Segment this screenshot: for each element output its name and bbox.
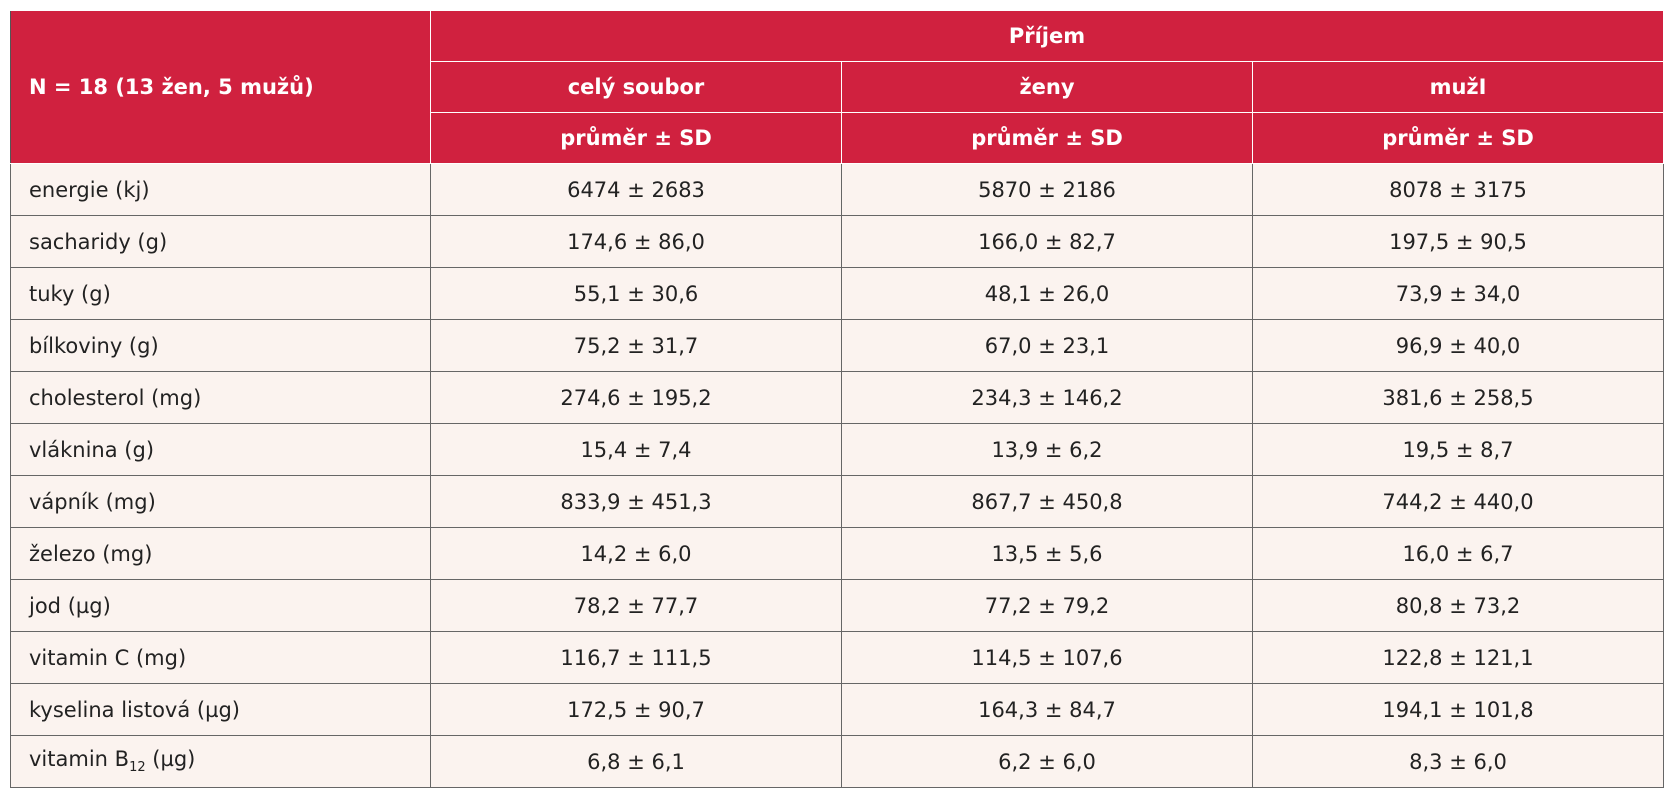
nutrition-table: N = 18 (13 žen, 5 mužů) Příjem celý soub… — [10, 10, 1664, 788]
header-row: průměr ± SD průměr ± SD průměr ± SD — [11, 112, 1664, 164]
label-text: vláknina (g) — [29, 437, 155, 462]
value-cell: 172,5 ± 90,7 — [430, 683, 842, 736]
label-text: vápník (mg) — [29, 489, 156, 514]
value-cell: 8078 ± 3175 — [1252, 163, 1664, 216]
value-cell: 13,5 ± 5,6 — [841, 527, 1253, 580]
table-row: vitamin C (mg) 116,7 ± 111,5 114,5 ± 107,6… — [10, 631, 1664, 684]
table-row: železo (mg) 14,2 ± 6,0 13,5 ± 5,6 16,0 ± 6,… — [10, 527, 1664, 580]
table-row: vápník (mg) 833,9 ± 451,3 867,7 ± 450,8 744… — [10, 475, 1664, 528]
table-body: energie (kj) 6474 ± 2683 5870 ± 2186 8078 ±… — [10, 163, 1664, 788]
row-label: kyselina listová (µg) — [10, 683, 431, 736]
label-text: vitamin C (mg) — [29, 645, 187, 670]
row-label: jod (µg) — [10, 579, 431, 632]
header-row: celý soubor ženy mužI — [11, 61, 1664, 113]
value-cell: 166,0 ± 82,7 — [841, 215, 1253, 268]
value-cell: 5870 ± 2186 — [841, 163, 1253, 216]
corner-header: N = 18 (13 žen, 5 mužů) — [10, 10, 431, 164]
row-label: cholesterol (mg) — [10, 371, 431, 424]
row-label: vláknina (g) — [10, 423, 431, 476]
value-cell: 114,5 ± 107,6 — [841, 631, 1253, 684]
value-cell: 122,8 ± 121,1 — [1252, 631, 1664, 684]
table-row: vláknina (g) 15,4 ± 7,4 13,9 ± 6,2 19,5 ± 8… — [10, 423, 1664, 476]
row-label: vitamin C (mg) — [10, 631, 431, 684]
column-header: ženy — [841, 61, 1253, 113]
subscript: 12 — [129, 760, 146, 776]
row-label: tuky (g) — [10, 267, 431, 320]
table-row: cholesterol (mg) 274,6 ± 195,2 234,3 ± 146… — [10, 371, 1664, 424]
value-cell: 15,4 ± 7,4 — [430, 423, 842, 476]
value-cell: 234,3 ± 146,2 — [841, 371, 1253, 424]
value-cell: 174,6 ± 86,0 — [430, 215, 842, 268]
label-text: železo (mg) — [29, 541, 153, 566]
value-cell: 48,1 ± 26,0 — [841, 267, 1253, 320]
row-label: železo (mg) — [10, 527, 431, 580]
value-cell: 116,7 ± 111,5 — [430, 631, 842, 684]
sub-header: průměr ± SD — [430, 112, 842, 164]
value-cell: 75,2 ± 31,7 — [430, 319, 842, 372]
label-text: vitamin B — [29, 747, 130, 772]
row-label: vitamin B12 (µg) — [10, 735, 431, 788]
row-label: bílkoviny (g) — [10, 319, 431, 372]
label-text: bílkoviny (g) — [29, 333, 159, 358]
label-text: jod (µg) — [29, 593, 111, 618]
column-header: mužI — [1252, 61, 1664, 113]
value-cell: 78,2 ± 77,7 — [430, 579, 842, 632]
table-row: bílkoviny (g) 75,2 ± 31,7 67,0 ± 23,1 96,9 … — [10, 319, 1664, 372]
label-text: cholesterol (mg) — [29, 385, 202, 410]
table-row: kyselina listová (µg) 172,5 ± 90,7 164,3 ±… — [10, 683, 1664, 736]
header-row: N = 18 (13 žen, 5 mužů) Příjem — [10, 10, 1664, 164]
table-row: energie (kj) 6474 ± 2683 5870 ± 2186 8078 ±… — [10, 163, 1664, 216]
value-cell: 77,2 ± 79,2 — [841, 579, 1253, 632]
value-cell: 381,6 ± 258,5 — [1252, 371, 1664, 424]
value-cell: 13,9 ± 6,2 — [841, 423, 1253, 476]
label-text: tuky (g) — [29, 281, 111, 306]
label-text: kyselina listová (µg) — [29, 697, 240, 722]
value-cell: 6,2 ± 6,0 — [841, 735, 1253, 788]
row-label: energie (kj) — [10, 163, 431, 216]
sub-header: průměr ± SD — [1252, 112, 1664, 164]
table-row: jod (µg) 78,2 ± 77,7 77,2 ± 79,2 80,8 ± 73,… — [10, 579, 1664, 632]
label-text: sacharidy (g) — [29, 229, 168, 254]
table-row: sacharidy (g) 174,6 ± 86,0 166,0 ± 82,7 197… — [10, 215, 1664, 268]
label-text: energie (kj) — [29, 177, 150, 202]
value-cell: 833,9 ± 451,3 — [430, 475, 842, 528]
value-cell: 6,8 ± 6,1 — [430, 735, 842, 788]
value-cell: 96,9 ± 40,0 — [1252, 319, 1664, 372]
value-cell: 67,0 ± 23,1 — [841, 319, 1253, 372]
value-cell: 744,2 ± 440,0 — [1252, 475, 1664, 528]
value-cell: 19,5 ± 8,7 — [1252, 423, 1664, 476]
value-cell: 80,8 ± 73,2 — [1252, 579, 1664, 632]
value-cell: 274,6 ± 195,2 — [430, 371, 842, 424]
table-row: tuky (g) 55,1 ± 30,6 48,1 ± 26,0 73,9 ± 34,… — [10, 267, 1664, 320]
table-head: N = 18 (13 žen, 5 mužů) Příjem celý soub… — [10, 10, 1664, 164]
value-cell: 16,0 ± 6,7 — [1252, 527, 1664, 580]
sub-header: průměr ± SD — [841, 112, 1253, 164]
value-cell: 6474 ± 2683 — [430, 163, 842, 216]
table-row: vitamin B12 (µg) 6,8 ± 6,1 6,2 ± 6,0 8,3 ± … — [10, 735, 1664, 788]
row-label: vápník (mg) — [10, 475, 431, 528]
label-text: (µg) — [145, 747, 196, 772]
group-header: Příjem — [430, 10, 1664, 62]
value-cell: 8,3 ± 6,0 — [1252, 735, 1664, 788]
value-cell: 55,1 ± 30,6 — [430, 267, 842, 320]
value-cell: 194,1 ± 101,8 — [1252, 683, 1664, 736]
column-header: celý soubor — [430, 61, 842, 113]
value-cell: 14,2 ± 6,0 — [430, 527, 842, 580]
row-label: sacharidy (g) — [10, 215, 431, 268]
value-cell: 164,3 ± 84,7 — [841, 683, 1253, 736]
value-cell: 197,5 ± 90,5 — [1252, 215, 1664, 268]
value-cell: 867,7 ± 450,8 — [841, 475, 1253, 528]
value-cell: 73,9 ± 34,0 — [1252, 267, 1664, 320]
